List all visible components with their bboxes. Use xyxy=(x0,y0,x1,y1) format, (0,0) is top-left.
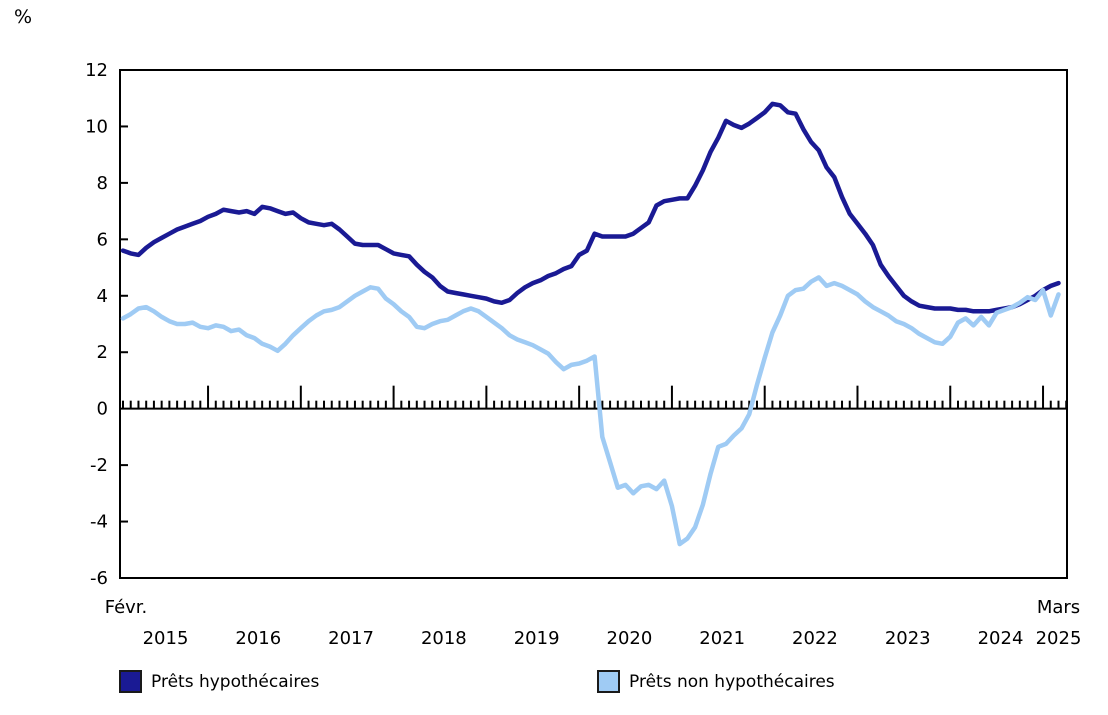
x-axis-year-label: 2023 xyxy=(885,628,931,649)
y-axis-tick-label: -4 xyxy=(90,512,108,533)
series-line-prets-hypothecaires xyxy=(120,101,1061,314)
x-axis-start-month-label: Févr. xyxy=(105,597,148,618)
y-axis-tick-label: -2 xyxy=(90,455,108,476)
y-axis-tick-label: 10 xyxy=(85,116,108,137)
x-axis-year-label: 2020 xyxy=(607,628,653,649)
y-axis-tick-label: -6 xyxy=(90,568,108,589)
x-axis-year-label: 2021 xyxy=(699,628,745,649)
x-axis-year-label: 2022 xyxy=(792,628,838,649)
y-axis-tick-label: 2 xyxy=(97,342,108,363)
legend-label-non-mortgage: Prêts non hypothécaires xyxy=(629,671,835,692)
legend-swatch-non-mortgage-icon xyxy=(597,670,620,693)
x-axis-year-label: 2018 xyxy=(421,628,467,649)
x-axis-end-month-label: Mars xyxy=(1037,597,1080,618)
y-axis-tick-label: 4 xyxy=(97,286,108,307)
x-axis-year-label: 2017 xyxy=(328,628,374,649)
legend-item-mortgage: Prêts hypothécaires xyxy=(119,670,319,693)
x-axis-year-label: 2024 xyxy=(978,628,1024,649)
series-line-prets-non-hypothecaires xyxy=(120,275,1061,547)
y-axis-tick-label: 0 xyxy=(97,399,108,420)
y-axis-tick-label: 8 xyxy=(97,173,108,194)
x-axis-year-label: 2025 xyxy=(1036,628,1082,649)
x-axis-year-label: 2016 xyxy=(235,628,281,649)
y-axis-unit-label: % xyxy=(14,6,33,28)
y-axis-tick-label: 6 xyxy=(97,229,108,250)
x-axis-year-label: 2019 xyxy=(514,628,560,649)
legend-swatch-mortgage-icon xyxy=(119,670,142,693)
x-axis-year-label: 2015 xyxy=(143,628,189,649)
plot-border xyxy=(119,69,1068,579)
y-axis-tick-label: 12 xyxy=(85,60,108,81)
legend-item-non-mortgage: Prêts non hypothécaires xyxy=(597,670,835,693)
legend-label-mortgage: Prêts hypothécaires xyxy=(151,671,320,692)
